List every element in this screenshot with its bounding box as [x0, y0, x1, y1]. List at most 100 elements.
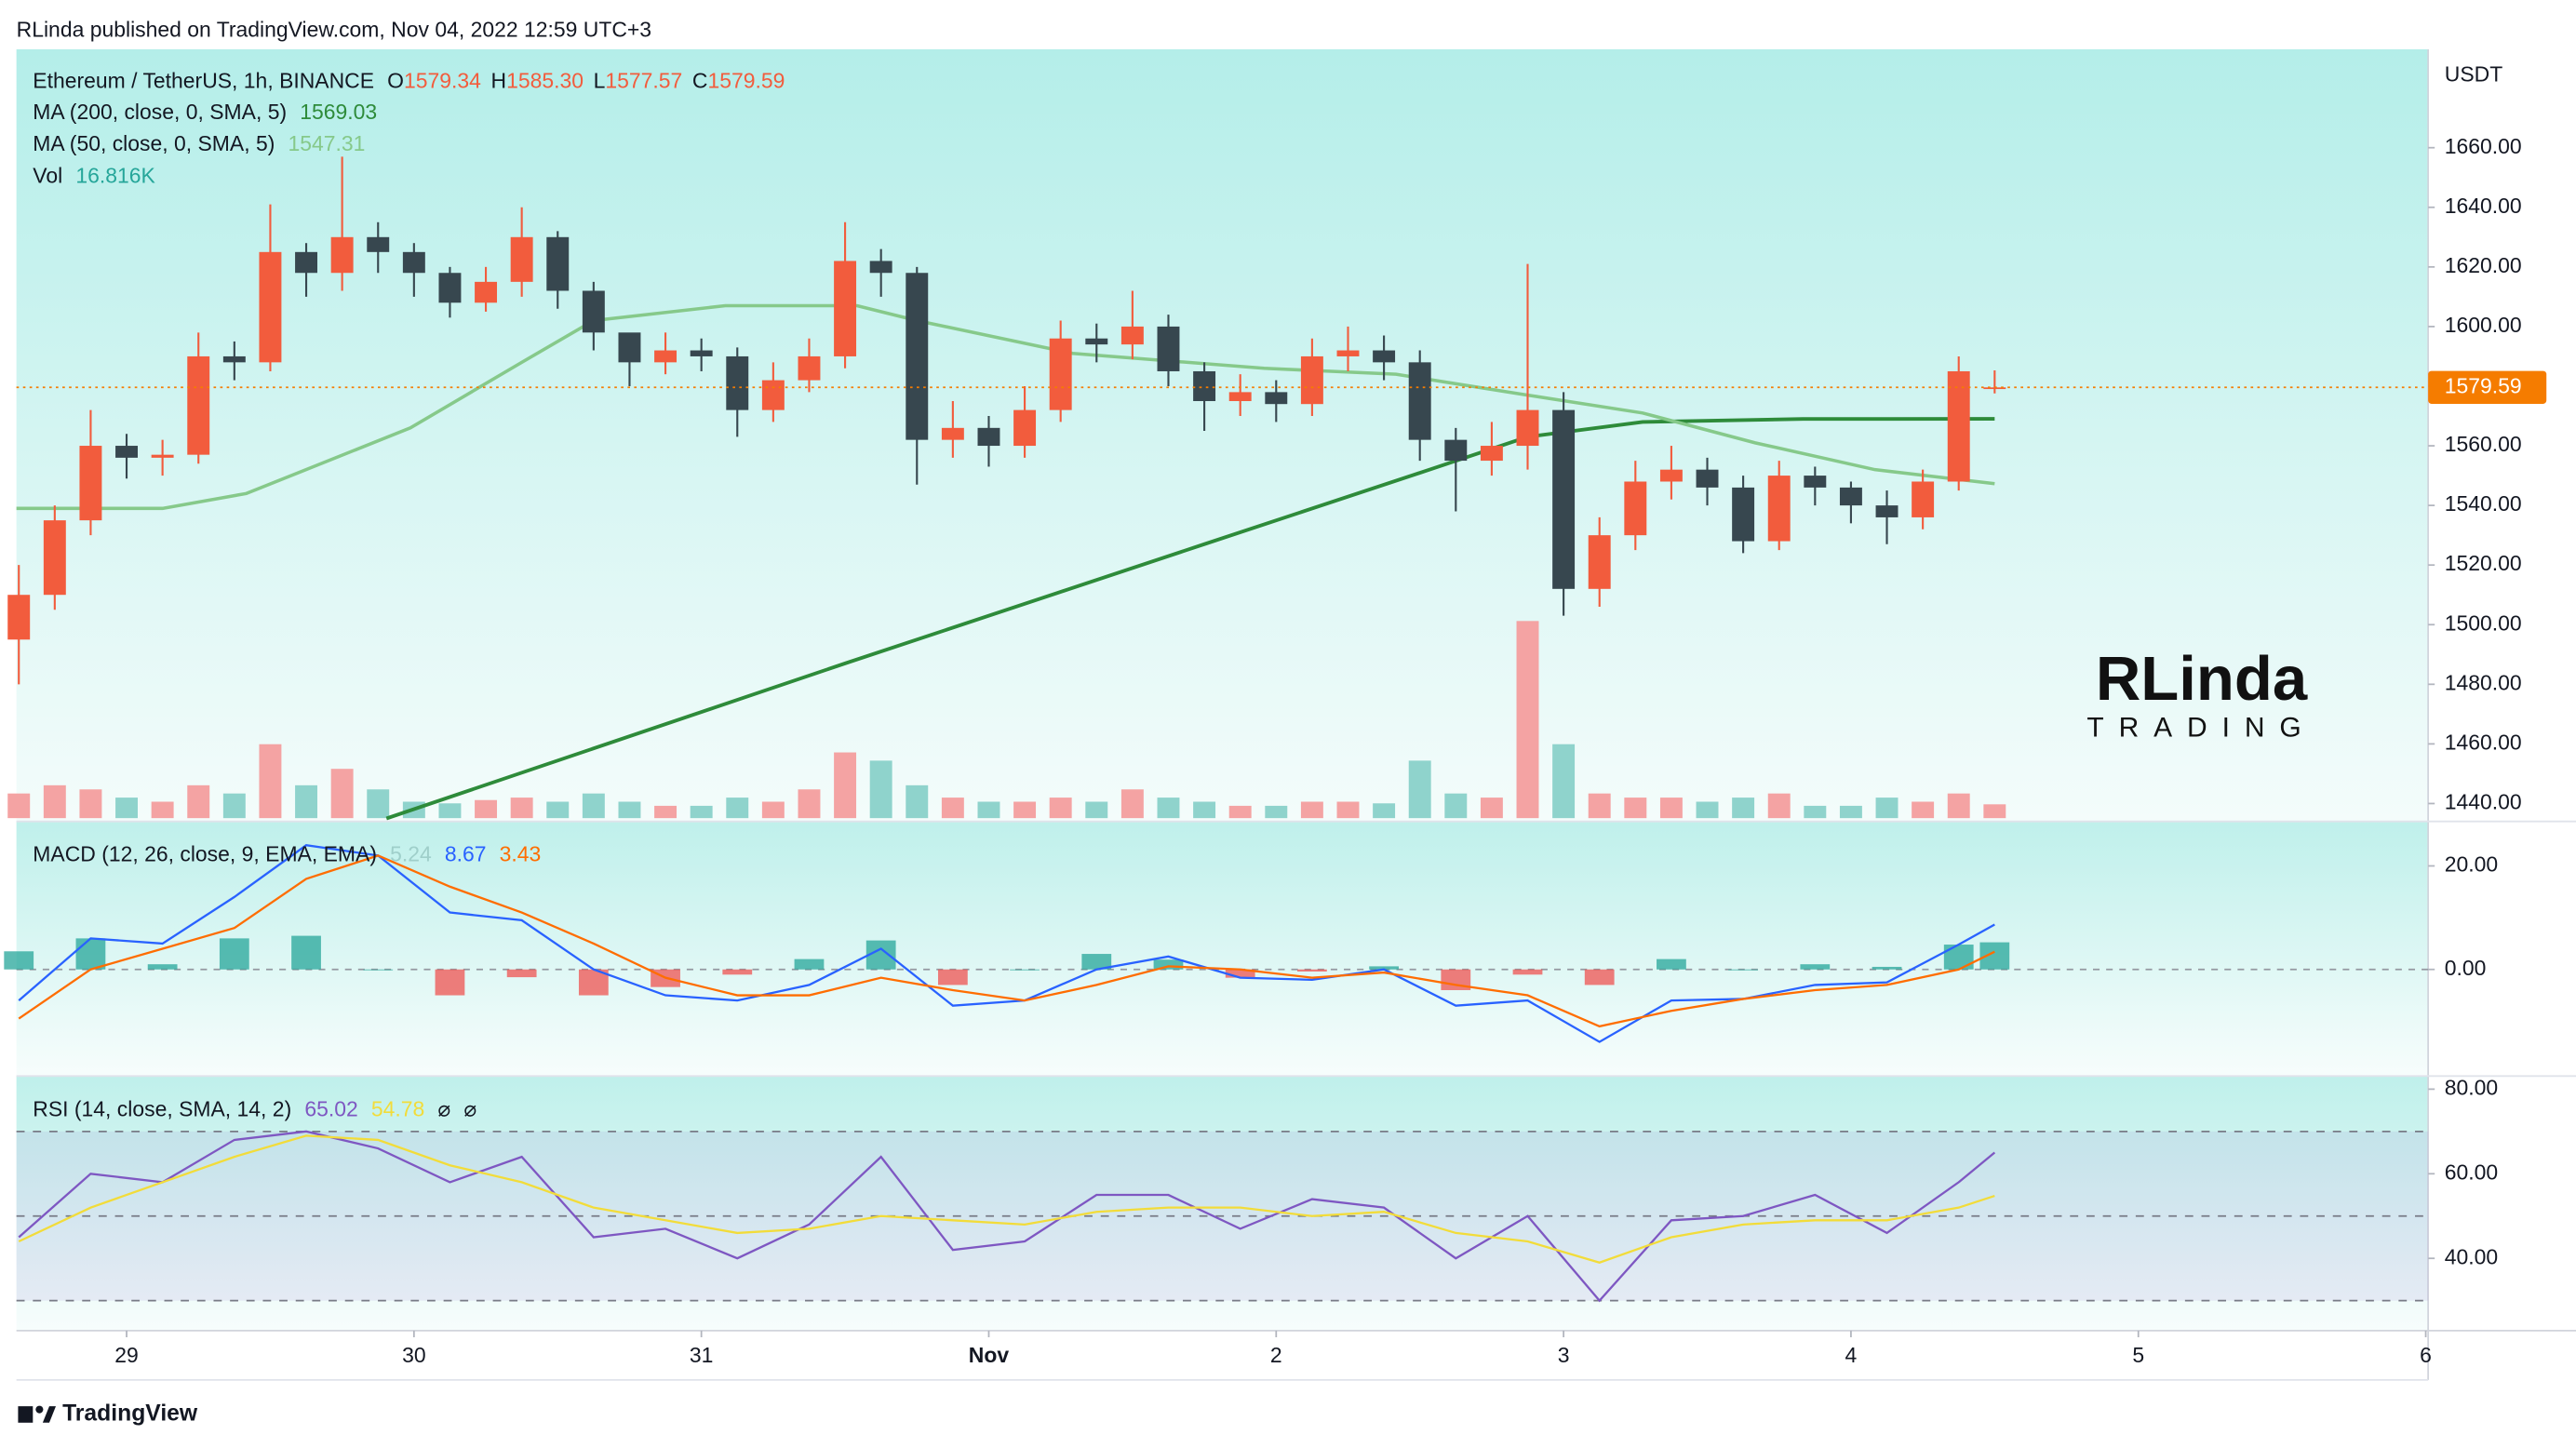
candle-body	[1120, 326, 1144, 345]
candle-body	[1732, 487, 1755, 542]
ohlc-key: O	[387, 68, 404, 92]
y-tick-label: 1600.00	[2445, 313, 2522, 337]
candle-body	[1300, 355, 1323, 405]
volume-bar	[79, 789, 102, 819]
volume-bar	[1983, 804, 2006, 819]
candle-body	[1912, 481, 1935, 517]
x-tick-label: 30	[402, 1343, 426, 1367]
volume-bar	[222, 793, 246, 819]
volume-bar	[115, 798, 138, 819]
volume-bar	[1912, 801, 1935, 819]
candle-body	[654, 350, 678, 363]
volume-bar	[1373, 803, 1396, 819]
histogram-bar	[291, 935, 321, 970]
indicator-title: MACD (12, 26, close, 9, EMA, EMA)	[33, 842, 377, 866]
volume-bar	[1444, 793, 1468, 819]
y-tick-label: 1520.00	[2445, 551, 2522, 575]
volume-bar	[1624, 798, 1647, 819]
histogram-bar	[75, 938, 106, 970]
volume-bar	[1408, 760, 1431, 819]
volume-bar	[906, 784, 929, 819]
volume-bar	[941, 798, 964, 819]
y-tick-label: 40.00	[2445, 1244, 2498, 1268]
volume-bar	[1839, 805, 1862, 819]
candle-body	[1085, 338, 1108, 345]
volume-bar	[259, 744, 282, 819]
ma-value: 1547.31	[288, 131, 365, 155]
y-tick-label: 1640.00	[2445, 194, 2522, 218]
volume-bar	[151, 801, 174, 819]
candle-body	[906, 273, 929, 440]
y-tick-label: 1460.00	[2445, 730, 2522, 754]
candle-body	[222, 355, 246, 363]
volume-bar	[7, 793, 31, 819]
moving-average-line	[385, 417, 1995, 821]
histogram-bar	[506, 969, 537, 978]
candle-body	[1480, 446, 1503, 462]
volume-bar	[1228, 805, 1252, 819]
candle-body	[726, 355, 749, 410]
candle-body	[1444, 439, 1468, 462]
volume-bar	[869, 760, 892, 819]
candle-body	[1804, 476, 1827, 488]
symbol-title: Ethereum / TetherUS, 1h, BINANCE	[33, 68, 374, 92]
legend: RSI (14, close, SMA, 14, 2) 65.02 54.78 ⌀ ⌀	[33, 1096, 476, 1120]
histogram-bar	[147, 964, 178, 970]
x-tick-label: 2	[1270, 1343, 1282, 1367]
x-tick-label: Nov	[969, 1343, 1010, 1367]
volume-bar	[1875, 798, 1898, 819]
volume-bar	[438, 803, 462, 819]
x-tick-label: 29	[114, 1343, 139, 1367]
volume-bar	[1552, 744, 1576, 819]
histogram-bar	[1081, 954, 1112, 970]
price-pane	[16, 48, 2429, 822]
volume-bar	[761, 801, 785, 819]
histogram-bar	[1728, 969, 1759, 971]
y-tick-label: 1440.00	[2445, 790, 2522, 814]
legend: Vol 16.816K	[33, 164, 155, 188]
candle-body	[618, 332, 641, 363]
ma-value: 1569.03	[300, 100, 377, 124]
histogram-bar	[1512, 969, 1543, 975]
histogram-bar	[219, 938, 249, 970]
volume-bar	[330, 769, 354, 819]
y-tick-label: 60.00	[2445, 1160, 2498, 1184]
ohlc-key: H	[491, 68, 507, 92]
candle-body	[79, 446, 102, 521]
x-tick-label: 4	[1845, 1343, 1858, 1367]
candle-body	[1875, 505, 1898, 517]
histogram-bar	[4, 951, 34, 970]
volume-bar	[1516, 621, 1539, 819]
candle-body	[798, 355, 821, 381]
candle-body	[187, 355, 210, 455]
x-tick-label: 3	[1558, 1343, 1570, 1367]
histogram-bar	[1297, 969, 1327, 972]
candle-body	[1516, 409, 1539, 447]
volume-bar	[1767, 793, 1791, 819]
ma-name: MA (50, close, 0, SMA, 5)	[33, 131, 275, 155]
volume-bar	[1659, 798, 1683, 819]
candle-body	[402, 251, 425, 274]
watermark-subtitle: TRADING	[2086, 713, 2315, 744]
volume-name: Vol	[33, 164, 62, 188]
volume-bar	[690, 805, 713, 819]
volume-bar	[1480, 798, 1503, 819]
x-tick-label: 31	[690, 1343, 714, 1367]
legend: Ethereum / TetherUS, 1h, BINANCE O1579.34…	[33, 68, 785, 92]
candle-body	[1624, 481, 1647, 536]
candle-body	[510, 236, 533, 282]
volume-bar	[1193, 801, 1216, 819]
indicator-value: 54.78	[371, 1096, 424, 1120]
ohlc-value: 1577.57	[605, 68, 682, 92]
candle-body	[115, 446, 138, 458]
x-tick-label: 5	[2132, 1343, 2144, 1367]
volume-bar	[295, 784, 318, 819]
legend: MA (200, close, 0, SMA, 5) 1569.03	[33, 100, 377, 124]
indicator-symbol: ⌀	[437, 1096, 450, 1120]
indicator-value: 3.43	[500, 842, 542, 866]
candle-body	[690, 350, 713, 356]
y-tick-label: 0.00	[2445, 956, 2487, 980]
volume-bar	[510, 798, 533, 819]
